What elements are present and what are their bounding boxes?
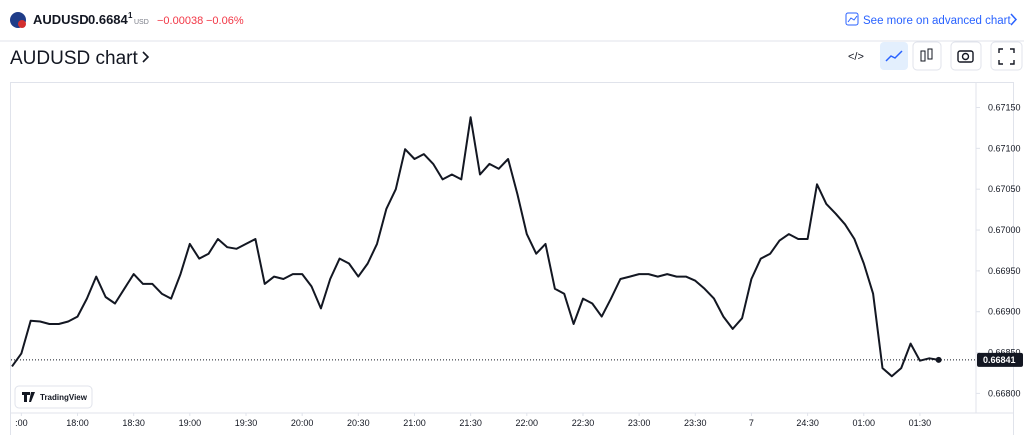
x-tick-label: 7: [749, 418, 754, 428]
camera-icon: [957, 50, 974, 63]
logo-mark: [22, 392, 35, 402]
link-icon-line: [847, 15, 858, 23]
price-change: −0.00038: [157, 15, 203, 27]
logo-text: TradingView: [40, 393, 88, 402]
x-tick-label: 01:00: [852, 418, 875, 428]
x-tick-label: 24:30: [796, 418, 819, 428]
x-tick-label: 21:30: [459, 418, 482, 428]
x-tick-label: 18:00: [66, 418, 89, 428]
y-tick-label: 0.67100: [988, 143, 1021, 153]
x-tick-label: 23:00: [628, 418, 651, 428]
x-tick-label: 20:00: [291, 418, 314, 428]
x-tick-label: 19:30: [235, 418, 258, 428]
price-fraction: 1: [128, 11, 133, 20]
fullscreen-icon: [998, 48, 1015, 65]
embed-icon[interactable]: </>: [848, 51, 864, 63]
x-tick-label: 22:00: [516, 418, 539, 428]
y-tick-label: 0.66800: [988, 388, 1021, 398]
y-tick-label: 0.66900: [988, 307, 1021, 317]
y-tick-label: 0.66850: [988, 348, 1021, 358]
symbol[interactable]: AUDUSD: [33, 12, 89, 27]
price: 0.6684: [88, 12, 129, 27]
price-change-percent: −0.06%: [206, 15, 244, 27]
link-chevron: [1010, 13, 1018, 26]
flag-icon-part: [18, 20, 26, 28]
x-tick-label: 20:30: [347, 418, 370, 428]
link-icon: [845, 12, 859, 26]
price-line: [11, 116, 939, 378]
x-tick-label: 22:30: [572, 418, 595, 428]
candle-icon: [927, 48, 933, 60]
chart-frame: [10, 82, 1014, 440]
logo-badge[interactable]: [14, 385, 93, 409]
last-price-label: 0.66841: [983, 355, 1016, 365]
candle-icon: [920, 50, 926, 62]
y-tick-label: 0.67050: [988, 184, 1021, 194]
candle-style-button[interactable]: [912, 41, 942, 71]
x-tick-label: 21:00: [403, 418, 426, 428]
x-tick-label: 23:30: [684, 418, 707, 428]
y-tick-label: 0.67000: [988, 225, 1021, 235]
fullscreen-button[interactable]: [990, 41, 1023, 71]
camera-lens: [961, 52, 970, 61]
advanced-chart-link[interactable]: See more on advanced chart: [863, 15, 1011, 27]
x-tick-label: 01:30: [909, 418, 932, 428]
x-tick-label: 19:00: [179, 418, 202, 428]
y-tick-label: 0.67150: [988, 103, 1021, 113]
line-style-icon: [885, 50, 903, 62]
x-tick-label: :00: [15, 418, 28, 428]
chart-title[interactable]: AUDUSD chart: [10, 48, 138, 69]
y-tick-label: 0.66950: [988, 266, 1021, 276]
last-price-badge: [977, 352, 1023, 367]
x-tick-label: 18:30: [122, 418, 145, 428]
line-style-button[interactable]: [880, 42, 908, 70]
title-chevron: [142, 51, 150, 63]
screenshot-button[interactable]: [950, 41, 982, 71]
plot-area: [11, 116, 976, 378]
currency: USD: [134, 19, 149, 26]
